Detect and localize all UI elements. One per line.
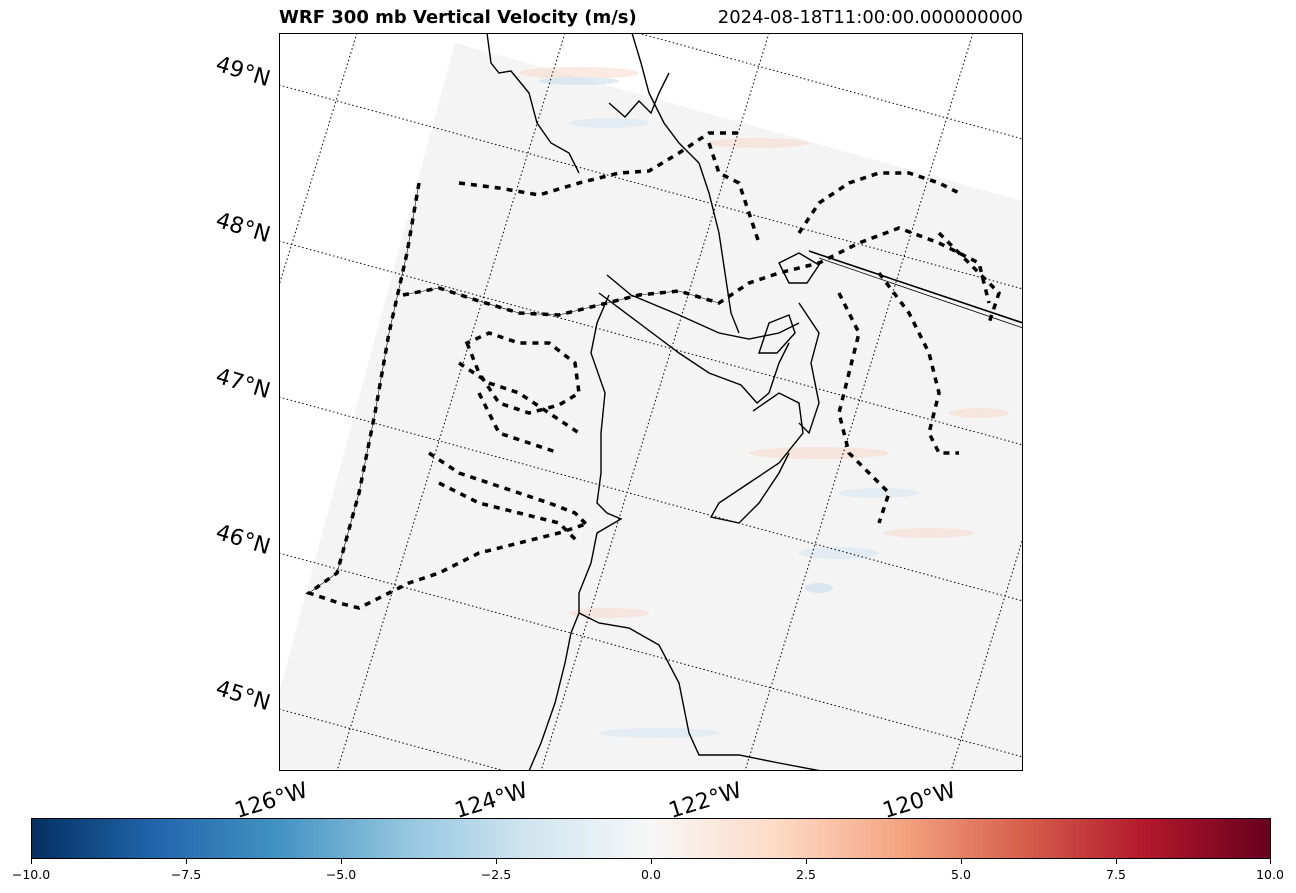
boundary-lines-thin bbox=[308, 182, 720, 594]
colorbar-tick bbox=[1116, 859, 1117, 864]
colorbar-tick bbox=[186, 859, 187, 864]
colorbar-label: 7.5 bbox=[1106, 867, 1126, 882]
latitude-gridlines bbox=[279, 33, 1023, 771]
colorbar-label: −2.5 bbox=[480, 867, 512, 882]
coastlines bbox=[486, 33, 1023, 771]
lat-label-48: 48°N bbox=[212, 208, 274, 249]
colorbar-tick bbox=[961, 859, 962, 864]
colorbar-label: 2.5 bbox=[796, 867, 816, 882]
velocity-field bbox=[519, 67, 1009, 738]
plot-title: WRF 300 mb Vertical Velocity (m/s) bbox=[279, 7, 637, 28]
colorbar-label: 10.0 bbox=[1256, 867, 1284, 882]
lat-label-45: 45°N bbox=[212, 676, 274, 717]
colorbar-tick bbox=[496, 859, 497, 864]
colorbar-label: −10.0 bbox=[11, 867, 51, 882]
colorbar-tick bbox=[1270, 859, 1271, 864]
model-domain bbox=[279, 43, 1023, 771]
colorbar-label: −7.5 bbox=[170, 867, 202, 882]
colorbar-tick bbox=[31, 859, 32, 864]
lat-label-49: 49°N bbox=[212, 52, 274, 93]
colorbar-label: 0.0 bbox=[641, 867, 661, 882]
colorbar-label: −5.0 bbox=[325, 867, 357, 882]
map-border bbox=[279, 33, 1023, 771]
lat-label-47: 47°N bbox=[212, 364, 274, 405]
map-panel bbox=[279, 33, 1023, 771]
colorbar bbox=[31, 818, 1271, 859]
colorbar-label: 5.0 bbox=[951, 867, 971, 882]
colorbar-tick bbox=[806, 859, 807, 864]
valid-time: 2024-08-18T11:00:00.000000000 bbox=[717, 7, 1023, 28]
colorbar-tick bbox=[341, 859, 342, 864]
colorbar-tick bbox=[651, 859, 652, 864]
lat-label-46: 46°N bbox=[212, 520, 274, 561]
longitude-gridlines bbox=[279, 33, 1023, 771]
